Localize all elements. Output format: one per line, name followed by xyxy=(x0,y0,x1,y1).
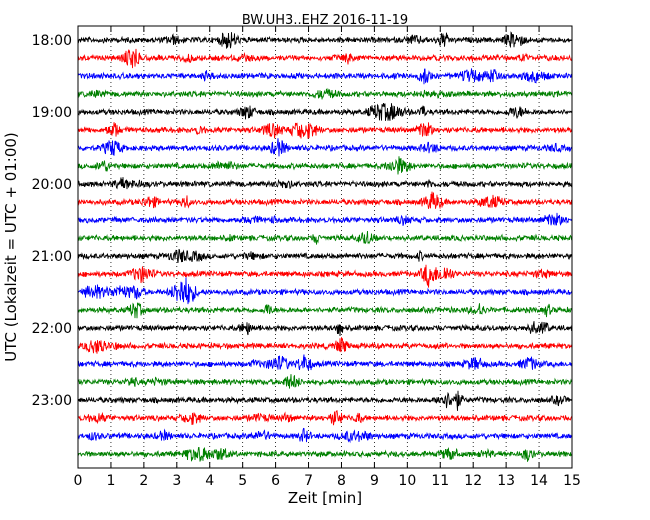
y-axis-label: UTC (Lokalzeit = UTC + 01:00) xyxy=(2,132,20,362)
grid-lines xyxy=(110,26,540,468)
seismic-trace xyxy=(77,409,573,426)
x-tick-label: 0 xyxy=(74,473,83,489)
x-tick-label: 10 xyxy=(398,473,416,489)
x-tick-label: 13 xyxy=(497,473,515,489)
y-tick-label: 23:00 xyxy=(32,393,72,409)
seismic-trace xyxy=(77,122,573,139)
x-tick-label: 12 xyxy=(464,473,482,489)
x-tick-label: 5 xyxy=(238,473,247,489)
seismic-trace xyxy=(77,354,573,371)
y-tick-label: 20:00 xyxy=(32,177,72,193)
x-tick-label: 1 xyxy=(106,473,115,489)
x-tick-label: 8 xyxy=(337,473,346,489)
seismic-trace xyxy=(77,48,573,69)
seismic-trace xyxy=(77,102,573,121)
seismic-trace xyxy=(77,31,573,49)
x-tick-label: 9 xyxy=(370,473,379,489)
x-tick-label: 14 xyxy=(530,473,548,489)
y-tick-label: 21:00 xyxy=(32,249,72,265)
seismic-trace xyxy=(77,277,573,305)
seismic-trace xyxy=(77,191,573,210)
chart-title: BW.UH3..EHZ 2016-11-19 xyxy=(242,13,408,28)
x-tick-label: 2 xyxy=(139,473,148,489)
seismic-trace xyxy=(77,212,573,226)
x-tick-label: 11 xyxy=(431,473,449,489)
plot-frame xyxy=(77,25,573,469)
seismic-trace xyxy=(77,248,573,263)
seismic-trace xyxy=(77,390,573,411)
x-tick-label: 4 xyxy=(205,473,214,489)
seismic-trace xyxy=(77,177,573,190)
seismic-traces xyxy=(77,31,573,462)
seismic-trace xyxy=(77,427,573,444)
seismic-trace xyxy=(77,302,573,319)
x-tick-label: 15 xyxy=(563,473,581,489)
seismic-trace xyxy=(77,68,573,85)
x-tick-label: 6 xyxy=(271,473,280,489)
y-tick-label: 18:00 xyxy=(32,33,72,49)
x-axis-ticks: 0 1 2 3 4 5 6 7 8 9 10 11 12 13 14 15 xyxy=(74,26,581,489)
seismic-trace xyxy=(77,264,573,288)
x-axis-label: Zeit [min] xyxy=(288,489,362,507)
x-tick-label: 7 xyxy=(304,473,313,489)
seismic-trace xyxy=(77,138,573,157)
y-tick-label: 22:00 xyxy=(32,321,72,337)
seismic-trace xyxy=(77,230,573,245)
seismic-trace xyxy=(77,87,573,100)
y-axis-ticks: 18:00 19:00 20:00 21:00 22:00 23:00 xyxy=(32,33,572,409)
seismic-trace xyxy=(77,446,573,462)
y-tick-label: 19:00 xyxy=(32,105,72,121)
seismic-trace xyxy=(77,321,573,336)
seismic-trace xyxy=(77,156,573,175)
x-tick-label: 3 xyxy=(172,473,181,489)
seismic-trace xyxy=(77,374,573,389)
seismic-trace xyxy=(77,337,573,354)
